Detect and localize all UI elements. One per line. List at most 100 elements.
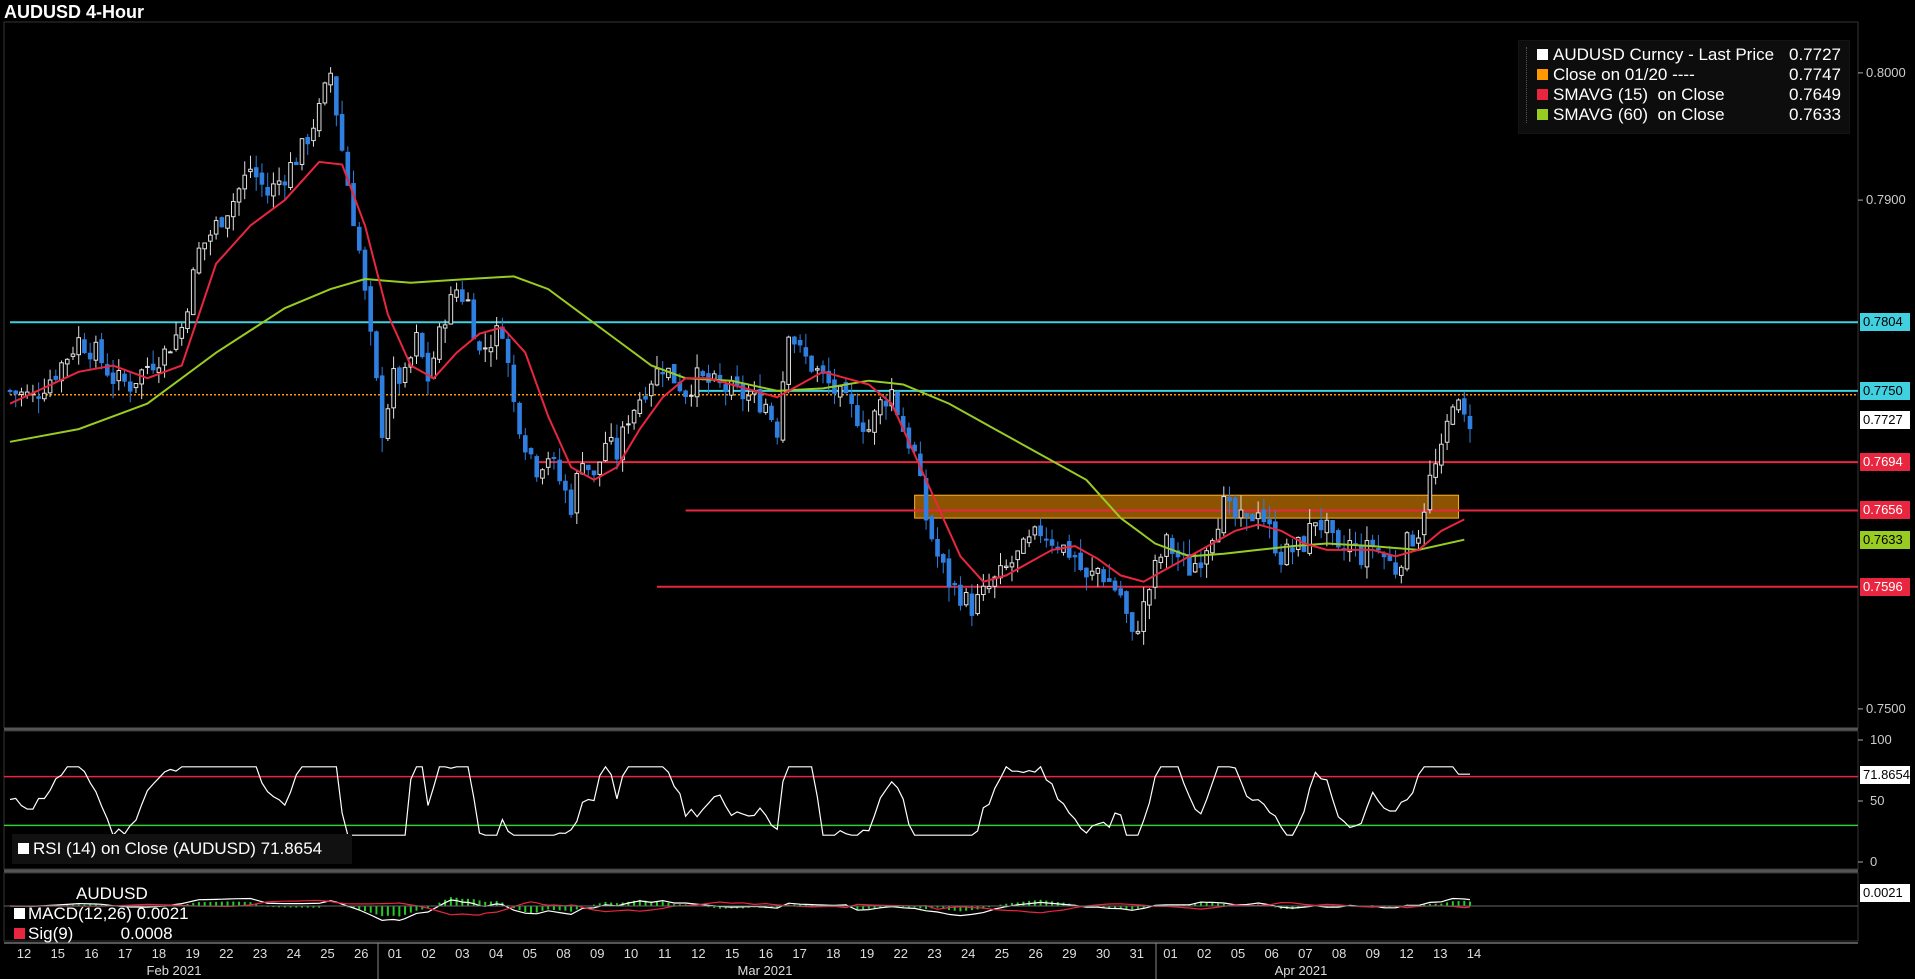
legend-item-name: Close on 01/20 ---- xyxy=(1553,65,1695,84)
x-day-label: 12 xyxy=(1399,946,1413,961)
candle-body xyxy=(1038,525,1043,537)
x-day-label: 02 xyxy=(421,946,435,961)
candle-body xyxy=(969,593,975,616)
legend-item-value: 0.7727 xyxy=(1789,45,1841,64)
candle-body xyxy=(236,188,242,203)
candle-body xyxy=(397,367,402,384)
legend-swatch xyxy=(1537,49,1548,60)
macd-signal-label: Sig(9) 0.0008 xyxy=(14,924,173,944)
price-tag: 0.7633 xyxy=(1860,530,1910,549)
candle-body xyxy=(626,423,631,426)
candle-body xyxy=(36,396,41,399)
candle-body xyxy=(1118,588,1124,596)
candle-body xyxy=(1215,528,1221,543)
candle-body xyxy=(185,311,190,330)
legend-item-sma60[interactable]: SMAVG (60) on Close 0.7633 xyxy=(1519,105,1849,125)
candle-body xyxy=(293,161,299,166)
candle-body xyxy=(248,168,253,173)
legend-swatch xyxy=(1537,89,1548,100)
price-tag: 0.7694 xyxy=(1860,453,1910,472)
rsi-tick-label: 100 xyxy=(1870,732,1892,747)
candle-body xyxy=(299,138,305,165)
legend-item-close-line[interactable]: Close on 01/20 ---- 0.7747 xyxy=(1519,65,1849,85)
candle-body xyxy=(437,326,442,360)
candle-body xyxy=(757,389,763,413)
x-day-label: 26 xyxy=(1028,946,1042,961)
candle-body xyxy=(797,339,803,346)
candle-body xyxy=(1135,630,1141,634)
candle-body xyxy=(168,351,173,354)
x-day-label: 12 xyxy=(17,946,31,961)
legend-item-value: 0.7633 xyxy=(1789,105,1841,124)
x-day-label: 08 xyxy=(1332,946,1346,961)
candle-body xyxy=(334,76,339,116)
candle-body xyxy=(654,368,660,386)
candle-body xyxy=(505,338,511,363)
candle-body xyxy=(1393,562,1398,575)
candle-body xyxy=(1066,541,1072,558)
candle-body xyxy=(1358,545,1364,566)
candle-body xyxy=(511,364,517,402)
rsi-panel-frame xyxy=(3,730,1859,870)
x-month-label: Feb 2021 xyxy=(147,963,202,978)
rsi-tick-label: 50 xyxy=(1870,793,1884,808)
candle-body xyxy=(620,426,625,461)
price-tag: 0.7750 xyxy=(1860,381,1910,400)
x-day-label: 22 xyxy=(219,946,233,961)
candle-body xyxy=(345,151,351,186)
candle-body xyxy=(1032,526,1038,536)
candle-body xyxy=(282,181,288,186)
candle-body xyxy=(1313,522,1318,527)
macd-signal-label-text: Sig(9) 0.0008 xyxy=(28,924,173,943)
candle-body xyxy=(866,429,872,432)
legend-item-value: 0.7649 xyxy=(1789,85,1841,104)
candle-body xyxy=(517,402,522,435)
candle-body xyxy=(288,162,293,189)
rsi-label[interactable]: RSI (14) on Close (AUDUSD) 71.8654 xyxy=(12,834,352,864)
x-day-label: 23 xyxy=(927,946,941,961)
candle-body xyxy=(1439,443,1444,466)
candle-body xyxy=(316,102,322,132)
candle-body xyxy=(76,337,82,356)
candle-body xyxy=(1410,534,1416,547)
x-day-label: 07 xyxy=(1298,946,1312,961)
rsi-line xyxy=(9,765,1470,837)
candle-body xyxy=(1318,519,1324,531)
candle-body xyxy=(729,380,734,396)
sma15-line xyxy=(9,160,1465,583)
legend-swatch xyxy=(1537,69,1548,80)
legend-item-name: SMAVG (60) on Close xyxy=(1553,105,1725,124)
candle-body xyxy=(242,174,248,190)
candle-body xyxy=(774,421,780,438)
candle-body xyxy=(419,332,425,358)
macd-title: AUDUSD xyxy=(76,884,148,903)
candle-body xyxy=(162,348,167,366)
candle-body xyxy=(1267,519,1272,525)
legend-item-sma15[interactable]: SMAVG (15) on Close 0.7649 xyxy=(1519,85,1849,105)
legend-item-last-price[interactable]: AUDUSD Curncy - Last Price 0.7727 xyxy=(1519,45,1849,65)
x-day-label: 13 xyxy=(1433,946,1447,961)
x-day-label: 29 xyxy=(1062,946,1076,961)
candle-body xyxy=(1026,536,1032,544)
candle-body xyxy=(208,234,213,242)
candle-body xyxy=(356,226,362,251)
candle-body xyxy=(482,347,488,350)
candle-body xyxy=(1324,519,1330,534)
candle-body xyxy=(837,385,843,398)
x-day-label: 23 xyxy=(253,946,267,961)
candle-body xyxy=(528,448,534,455)
legend-handle[interactable] xyxy=(1526,47,1529,123)
candle-body xyxy=(820,365,826,374)
candle-body xyxy=(351,183,356,227)
candle-body xyxy=(557,459,562,482)
candle-body xyxy=(1158,556,1164,564)
candle-body xyxy=(1129,612,1135,632)
candle-body xyxy=(1290,547,1295,553)
candle-body xyxy=(225,215,230,229)
candle-body xyxy=(1187,554,1192,576)
x-day-label: 03 xyxy=(455,946,469,961)
x-day-label: 16 xyxy=(84,946,98,961)
candle-body xyxy=(877,399,883,416)
candle-body xyxy=(70,353,76,357)
